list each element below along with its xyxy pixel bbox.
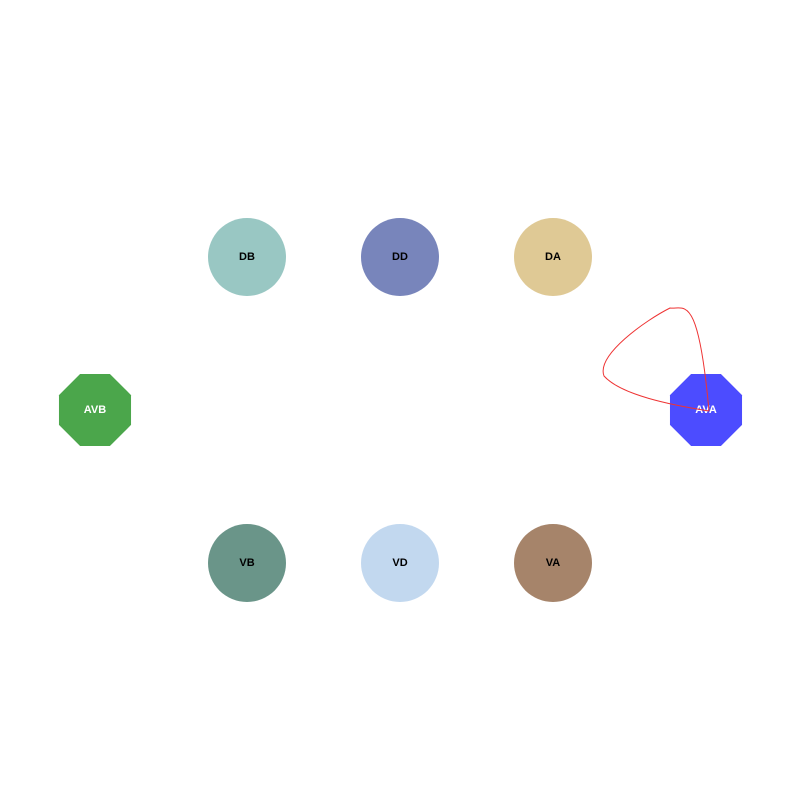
node-shape-vd (361, 524, 439, 602)
node-label-dd: DD (392, 251, 408, 263)
node-shape-db (208, 218, 286, 296)
node-shape-da (514, 218, 592, 296)
node-label-db: DB (239, 251, 255, 263)
node-shape-vb (208, 524, 286, 602)
node-label-da: DA (545, 251, 561, 263)
node-avb[interactable]: AVB (58, 373, 132, 447)
node-shape-ava (669, 373, 743, 447)
node-vd[interactable]: VD (361, 524, 439, 602)
node-label-vd: VD (392, 557, 407, 569)
edge-self-loop-ava (602, 307, 710, 412)
node-va[interactable]: VA (514, 524, 592, 602)
node-shape-avb (58, 373, 132, 447)
node-dd[interactable]: DD (361, 218, 439, 296)
node-vb[interactable]: VB (208, 524, 286, 602)
node-ava[interactable]: AVA (669, 373, 743, 447)
node-db[interactable]: DB (208, 218, 286, 296)
node-label-vb: VB (239, 557, 254, 569)
node-label-avb: AVB (84, 404, 106, 416)
nodes-layer: DB DD DA AVB AVA VB VD VA (58, 218, 743, 602)
node-shape-dd (361, 218, 439, 296)
node-label-va: VA (546, 557, 561, 569)
edges-layer (602, 307, 710, 412)
node-label-ava: AVA (695, 404, 717, 416)
node-da[interactable]: DA (514, 218, 592, 296)
node-shape-va (514, 524, 592, 602)
